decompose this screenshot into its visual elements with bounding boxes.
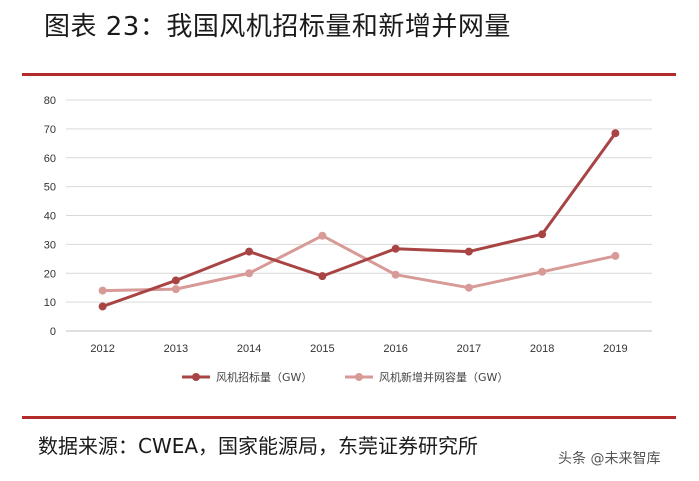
- data-point: [171, 285, 180, 294]
- source-note: 数据来源：CWEA，国家能源局，东莞证券研究所: [38, 434, 479, 458]
- series-line: [101, 234, 617, 293]
- data-point: [611, 251, 620, 260]
- data-point: [464, 283, 473, 292]
- x-tick-label: 2017: [457, 343, 481, 355]
- data-point: [318, 231, 327, 240]
- y-tick-label: 20: [44, 268, 56, 280]
- legend-label: 风机新增并网容量（GW）: [379, 370, 508, 384]
- bottom-divider: [22, 416, 676, 419]
- x-tick-label: 2018: [530, 343, 554, 355]
- figure-title: 图表 23：我国风机招标量和新增并网量: [44, 12, 511, 42]
- data-point: [318, 272, 327, 281]
- y-tick-label: 30: [44, 239, 56, 251]
- y-tick-label: 0: [50, 326, 56, 338]
- y-tick-label: 50: [44, 182, 56, 194]
- x-tick-label: 2019: [603, 343, 627, 355]
- y-tick-label: 80: [44, 95, 56, 107]
- series-line: [101, 131, 617, 308]
- y-tick-label: 10: [44, 297, 56, 309]
- x-tick-label: 2014: [237, 343, 261, 355]
- watermark: 头条 @未来智库: [558, 451, 661, 467]
- top-divider: [22, 73, 676, 76]
- legend-label: 风机招标量（GW）: [216, 370, 312, 384]
- data-point: [171, 276, 180, 285]
- y-tick-label: 40: [44, 211, 56, 223]
- x-tick-label: 2013: [164, 343, 188, 355]
- y-tick-label: 60: [44, 153, 56, 165]
- data-point: [98, 286, 107, 295]
- data-point: [245, 247, 254, 256]
- data-point: [245, 269, 254, 278]
- data-point: [391, 270, 400, 279]
- x-tick-label: 2016: [383, 343, 407, 355]
- data-point: [98, 302, 107, 311]
- legend-swatch-marker: [355, 373, 363, 381]
- data-point: [611, 129, 620, 138]
- x-tick-label: 2015: [310, 343, 334, 355]
- y-tick-label: 70: [44, 124, 56, 136]
- data-point: [391, 244, 400, 253]
- x-tick-label: 2012: [90, 343, 114, 355]
- data-point: [538, 267, 547, 276]
- legend-swatch-marker: [192, 373, 200, 381]
- data-point: [464, 247, 473, 256]
- data-point: [538, 230, 547, 239]
